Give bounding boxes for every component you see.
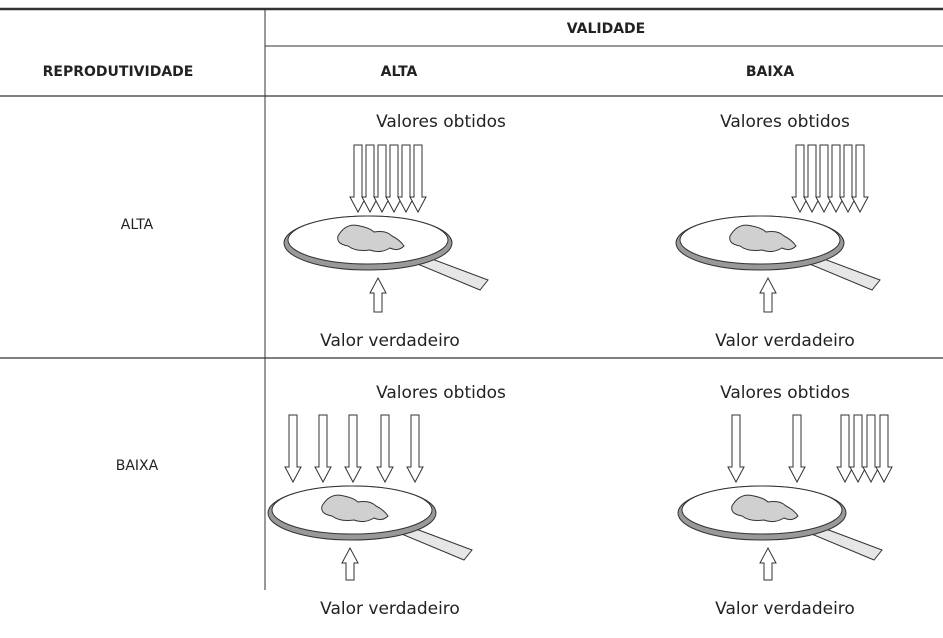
cell-top-caption: Valores obtidos [376,383,506,403]
specimen [337,224,405,253]
arrow [851,144,869,214]
cell-bottom-caption: Valor verdadeiro [715,331,855,351]
arrow [369,276,387,313]
arrow [727,414,745,484]
arrow [397,144,415,214]
column-header: REPRODUTIVIDADE [43,64,194,80]
specimen [729,224,797,253]
magnifier-illustration [267,414,473,581]
cell-bottom-caption: Valor verdadeiro [320,331,460,351]
arrow [836,414,854,484]
arrow [875,414,893,484]
cell-bottom-caption: Valor verdadeiro [320,599,460,619]
specimen [731,494,799,523]
arrow [361,144,379,214]
arrow [385,144,403,214]
arrow [284,414,302,484]
specimen [321,494,389,523]
cell-top-caption: Valores obtidos [720,383,850,403]
arrow [827,144,845,214]
arrow [862,414,880,484]
row-label: BAIXA [116,458,159,474]
row-label: ALTA [121,217,154,233]
arrow [409,144,427,214]
arrow [759,276,777,313]
magnifier-illustration [677,414,893,581]
arrow [788,414,806,484]
column-header: BAIXA [746,64,795,80]
arrow [373,144,391,214]
magnifier-illustration [283,144,489,313]
table-rules [0,7,943,590]
cell-top-caption: Valores obtidos [720,112,850,132]
arrow [344,414,362,484]
arrow [349,144,367,214]
arrow [849,414,867,484]
arrow [314,414,332,484]
column-header: ALTA [381,64,418,80]
arrow [839,144,857,214]
arrow [341,546,359,581]
magnifier-illustration [675,144,881,313]
arrow [376,414,394,484]
cell-bottom-caption: Valor verdadeiro [715,599,855,619]
arrow [406,414,424,484]
arrow [791,144,809,214]
arrow [759,546,777,581]
arrow [803,144,821,214]
header-title: VALIDADE [567,21,646,37]
cell-top-caption: Valores obtidos [376,112,506,132]
arrow [815,144,833,214]
